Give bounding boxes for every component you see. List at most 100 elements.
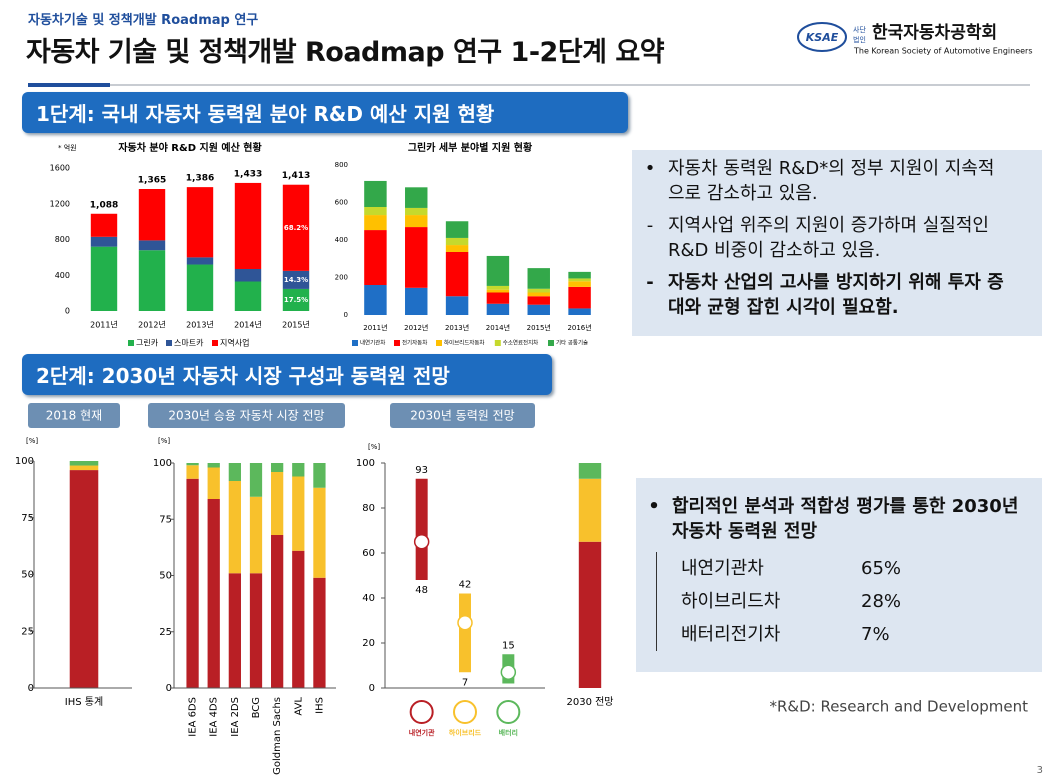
range-bar	[459, 593, 471, 673]
value-label: 7	[462, 677, 468, 688]
share-label: 17.5%	[284, 296, 308, 304]
bar-segment	[249, 573, 263, 688]
x-tick-label: Goldman Sachs	[272, 697, 283, 775]
panel-title: 2030년 동력원 전망	[410, 409, 514, 423]
bullet-text: 지역사업 위주의 지원이 증가하며 실질적인 R&D 비중이 감소하고 있음.	[668, 215, 989, 261]
summary-box: • 합리적인 분석과 적합성 평가를 통한 2030년 자동차 동력원 전망 내연…	[636, 478, 1042, 672]
bar-segment	[228, 573, 241, 688]
bar-segment	[228, 463, 241, 481]
total-label: 1,365	[138, 176, 166, 186]
legend-swatch	[394, 340, 400, 346]
value-label: 42	[459, 580, 472, 591]
outlook-rows: 내연기관차 65% 하이브리드차 28% 배터리전기차 7%	[656, 552, 1042, 651]
chart-title: 자동차 분야 R&D 지원 예산 현황	[118, 141, 262, 154]
bar-segment	[234, 182, 262, 269]
y-tick-label: 100	[153, 458, 172, 469]
bar-segment	[486, 289, 510, 293]
bar-segment	[313, 487, 326, 578]
x-tick-label: 2012년	[138, 320, 166, 330]
x-tick-label: 배터리	[499, 728, 518, 737]
legend-swatch	[212, 340, 218, 346]
bar-segment	[313, 577, 326, 688]
bar-segment	[249, 496, 263, 574]
bar-segment	[445, 237, 469, 246]
value-label: 15	[502, 640, 515, 651]
share-label: 68.2%	[284, 224, 308, 232]
bar-segment	[527, 288, 550, 293]
bar-segment	[527, 296, 550, 305]
panel-title: 2018 현재	[46, 409, 102, 423]
bar-segment	[282, 288, 310, 311]
legend-swatch	[166, 340, 172, 346]
bar-segment	[249, 463, 263, 497]
bullet-text: 자동차 동력원 R&D*의 정부 지원이 지속적으로 감소하고 있음.	[668, 158, 995, 204]
x-tick-label: 2015년	[282, 320, 310, 330]
bar-segment	[282, 184, 310, 271]
panel-title-bg	[28, 403, 120, 428]
y-tick-label: 100	[356, 458, 375, 469]
bullet: • 합리적인 분석과 적합성 평가를 통한 2030년 자동차 동력원 전망	[636, 494, 1042, 544]
bar-segment	[271, 463, 284, 472]
bar-segment	[578, 541, 602, 688]
y-tick-label: 50	[159, 571, 172, 582]
total-label: 1,088	[90, 200, 118, 210]
legend-label: 스마트카	[174, 339, 204, 348]
bar-segment	[364, 180, 387, 207]
y-tick-label: 50	[21, 570, 34, 581]
bar-segment	[69, 465, 99, 471]
category-icon	[409, 700, 434, 724]
range-mid	[500, 664, 517, 680]
bar-segment	[405, 207, 428, 216]
y-tick-label: 800	[55, 235, 70, 244]
bar-segment	[207, 463, 220, 468]
bar-segment	[271, 472, 284, 535]
bar-segment	[138, 250, 166, 311]
bar-segment	[207, 467, 220, 499]
logo-prefix: 법인	[853, 35, 866, 44]
y-tick-label: 20	[362, 638, 375, 649]
logo-name: 한국자동차공학회	[872, 23, 997, 43]
y-tick-label: 0	[369, 683, 375, 694]
total-label: 1,433	[234, 169, 262, 179]
y-tick-label: 0	[344, 311, 348, 319]
bar-segment	[405, 227, 428, 288]
bar-segment	[69, 470, 99, 688]
y-tick-label: 400	[335, 236, 348, 244]
x-tick-label: IHS 통계	[65, 696, 103, 708]
bullet-text: 합리적인 분석과 적합성 평가를 통한 2030년 자동차 동력원 전망	[672, 496, 1019, 542]
bar-segment	[282, 270, 310, 289]
logo-prefix: 사단	[853, 25, 866, 34]
bar-segment	[405, 287, 428, 315]
range-mid	[413, 534, 430, 550]
bar-segment	[486, 255, 510, 286]
bar-segment	[292, 550, 305, 688]
bar-segment	[313, 463, 326, 488]
bullet: • 자동차 동력원 R&D*의 정부 지원이 지속적으로 감소하고 있음.	[632, 156, 1042, 206]
x-tick-label: IEA 4DS	[209, 697, 220, 737]
legend-label: 내연기관차	[360, 339, 385, 347]
x-tick-label: 2011년	[90, 320, 118, 330]
bar-segment	[90, 236, 118, 247]
x-tick-label: 2030 전망	[566, 696, 613, 708]
y-tick-label: 100	[15, 456, 34, 467]
x-tick-label: 2013년	[186, 320, 214, 330]
unit-label: [%]	[26, 437, 38, 445]
legend-label: 하이브리드자동차	[444, 339, 484, 347]
x-tick-label: IHS	[314, 697, 325, 714]
x-tick-label: IEA 6DS	[188, 697, 199, 737]
bar-segment	[445, 252, 469, 297]
row-value: 7%	[861, 624, 890, 645]
category-icon	[496, 700, 521, 724]
logo-text: KSAE	[806, 31, 839, 44]
x-tick-label: 2014년	[486, 323, 510, 332]
bar-segment	[364, 285, 387, 315]
bar-segment	[186, 478, 199, 688]
bar-segment	[445, 296, 469, 315]
panel-title: 2030년 승용 자동차 시장 전망	[168, 409, 324, 423]
bar-segment	[568, 278, 591, 282]
row-label: 배터리전기차	[681, 624, 781, 645]
legend-label: 수소연료전지차	[503, 339, 538, 347]
outlook-row: 배터리전기차 7%	[681, 618, 1042, 651]
logo-english: The Korean Society of Automotive Enginee…	[853, 47, 1033, 56]
legend-label: 지역사업	[220, 338, 249, 348]
